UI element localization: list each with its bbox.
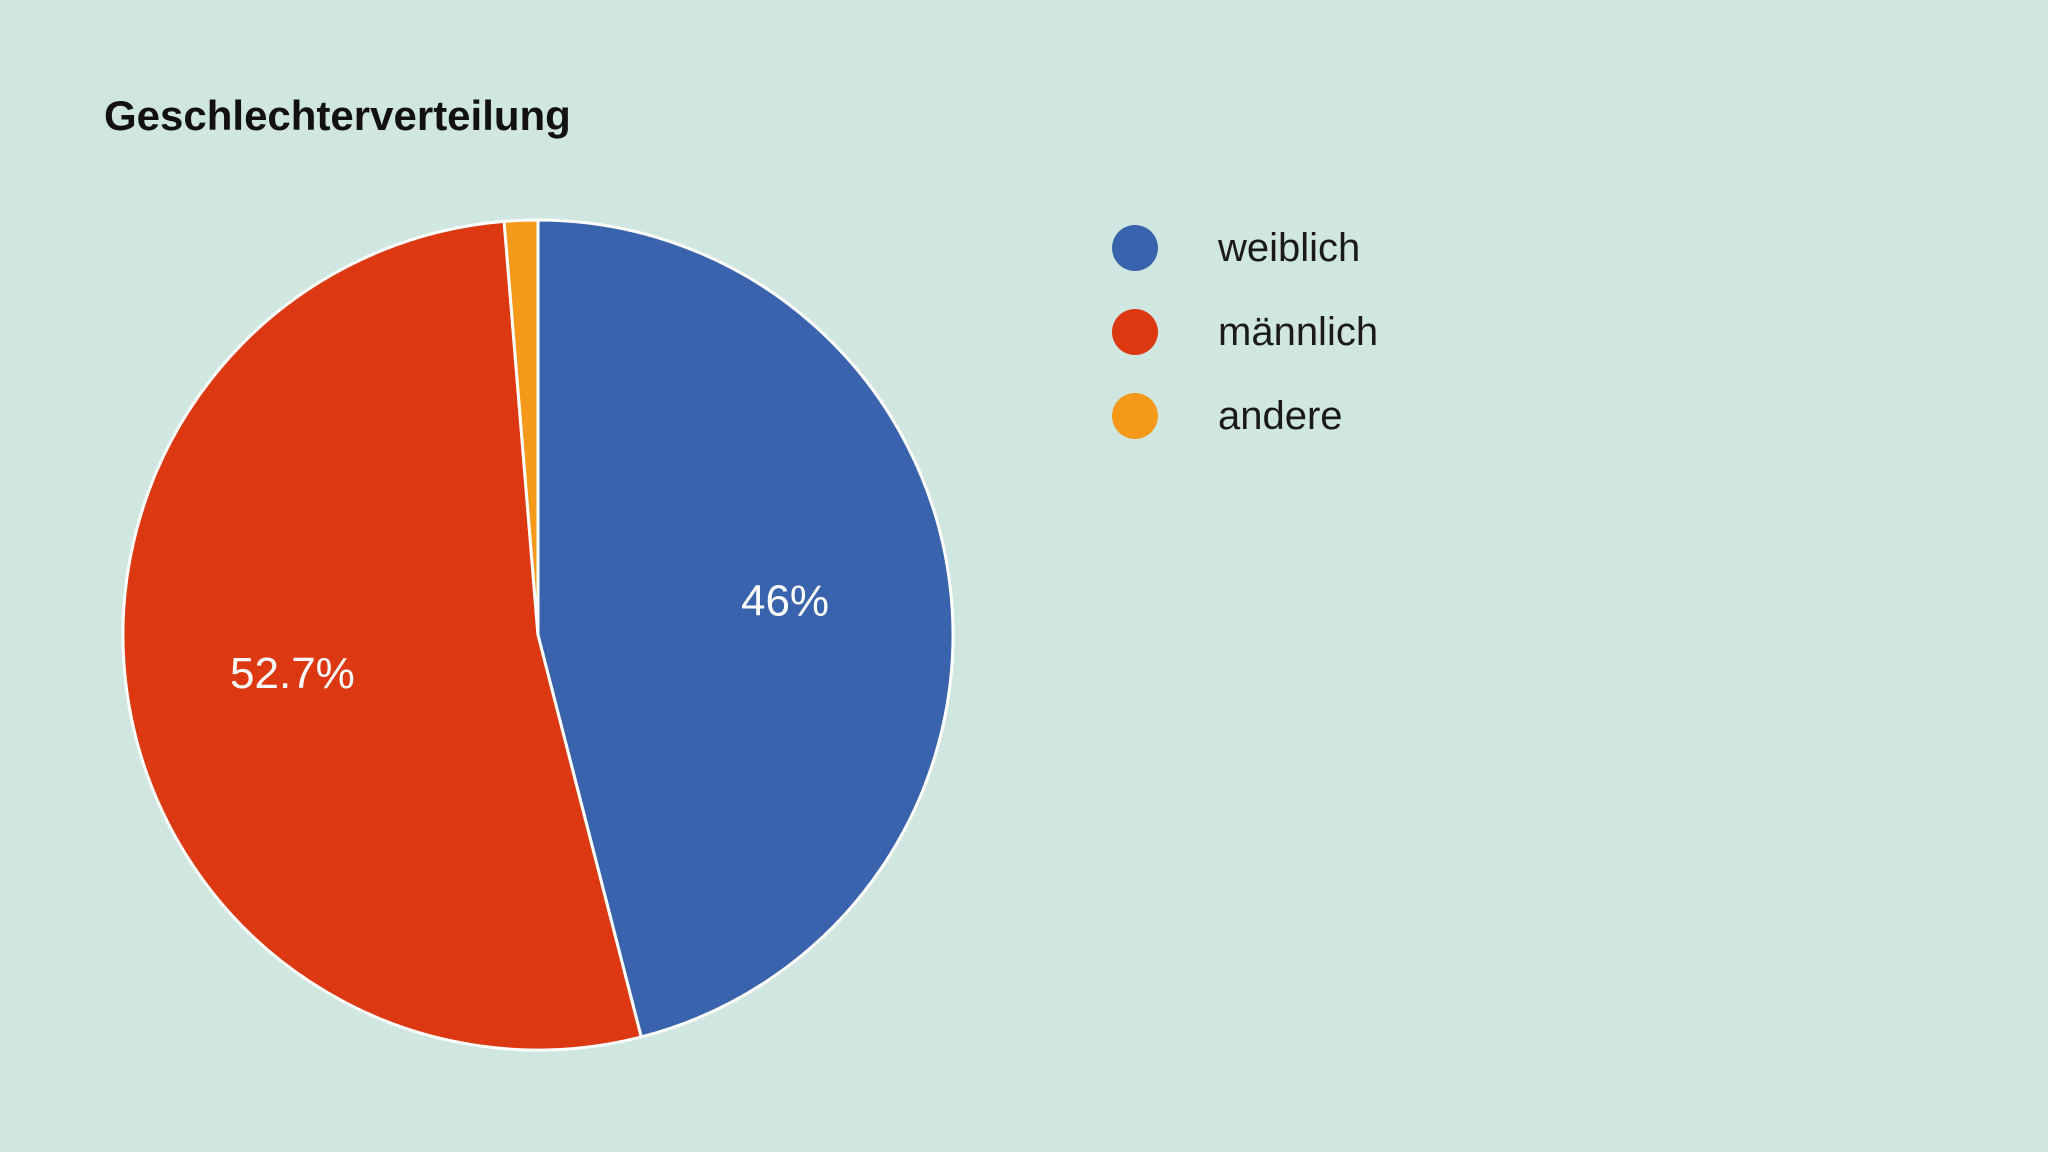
pie-labels: 46% 52.7% (230, 576, 829, 697)
slice-label-weiblich: 46% (741, 576, 829, 625)
legend-item-andere: andere (1112, 374, 1378, 458)
legend-dot-icon (1112, 225, 1158, 271)
pie-slice-weiblich (536, 218, 955, 1039)
legend-label: andere (1218, 393, 1343, 438)
pie-slices (121, 218, 955, 1052)
legend-item-männlich: männlich (1112, 290, 1378, 374)
legend-item-weiblich: weiblich (1112, 206, 1378, 290)
legend-dot-icon (1112, 393, 1158, 439)
slice-label-männlich: 52.7% (230, 649, 355, 698)
chart-title: Geschlechterverteilung (104, 92, 571, 139)
legend-label: männlich (1218, 309, 1379, 354)
legend: weiblich männlich andere (1112, 206, 1378, 458)
pie-slice-männlich (121, 219, 644, 1052)
legend-label: weiblich (1218, 225, 1361, 270)
legend-dot-icon (1112, 309, 1158, 355)
pie-slice-andere (502, 218, 540, 636)
